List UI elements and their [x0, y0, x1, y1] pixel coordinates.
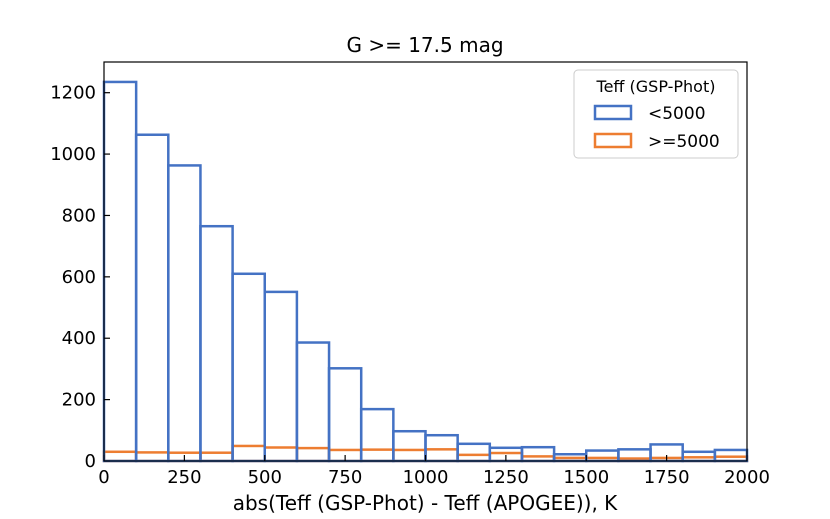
- bar-ge-5000-1: [134, 451, 170, 463]
- x-tick-label-750: 750: [328, 467, 362, 488]
- bar-ge-5000-5: [263, 446, 299, 463]
- legend-frame: [573, 69, 739, 159]
- x-tick-label-1750: 1750: [644, 467, 690, 488]
- y-tick-label-1000: 1000: [50, 144, 96, 165]
- legend: Teff (GSP-Phot) <5000 >=5000: [573, 69, 739, 159]
- bar-ge-5000-0: [102, 450, 138, 463]
- y-tick-label-400: 400: [62, 328, 96, 349]
- legend-swatch-less-5000: [593, 104, 633, 121]
- bar-less-5000-13: [520, 445, 556, 463]
- bar-less-5000-4: [231, 272, 267, 463]
- bar-less-5000-3: [199, 224, 234, 463]
- bar-less-5000-15: [585, 449, 620, 463]
- bar-less-5000-9: [392, 429, 427, 463]
- bar-ge-5000-10: [424, 448, 459, 463]
- legend-title: Teff (GSP-Phot): [596, 77, 716, 96]
- y-tick-label-1200: 1200: [50, 83, 96, 104]
- y-tick-label-600: 600: [62, 267, 96, 288]
- chart-title: G >= 17.5 mag: [346, 33, 503, 57]
- legend-label-less-5000: <5000: [648, 104, 706, 124]
- y-tick-label-200: 200: [62, 390, 96, 411]
- x-tick-label-2000: 2000: [724, 467, 770, 488]
- ticks-layer: 0 250 500 750 1000 1250 1500 1750 2000 0 200 400 600…: [50, 83, 770, 488]
- bar-less-5000-8: [359, 407, 395, 463]
- bar-ge-5000-8: [359, 448, 395, 463]
- x-tick-label-1250: 1250: [483, 467, 529, 488]
- bar-ge-5000-9: [392, 448, 427, 463]
- y-tick-label-0: 0: [85, 451, 96, 472]
- x-tick-label-0: 0: [98, 467, 109, 488]
- bar-less-5000-7: [327, 367, 363, 463]
- legend-swatch-ge-5000: [593, 132, 633, 149]
- x-axis-label: abs(Teff (GSP-Phot) - Teff (APOGEE)), K: [233, 491, 618, 515]
- y-tick-label-800: 800: [62, 205, 96, 226]
- bar-less-5000-5: [263, 290, 299, 463]
- bar-less-5000-0: [102, 80, 138, 463]
- x-tick-label-500: 500: [248, 467, 282, 488]
- legend-label-ge-5000: >=5000: [648, 132, 720, 152]
- bar-less-5000-11: [456, 442, 492, 463]
- bar-less-5000-6: [295, 341, 331, 463]
- x-tick-label-1500: 1500: [563, 467, 609, 488]
- bar-less-5000-2: [167, 164, 202, 463]
- x-tick-label-1000: 1000: [403, 467, 449, 488]
- bar-less-5000-1: [134, 133, 170, 463]
- bar-ge-5000-6: [295, 446, 331, 463]
- bar-ge-5000-4: [231, 444, 267, 463]
- x-tick-label-250: 250: [167, 467, 201, 488]
